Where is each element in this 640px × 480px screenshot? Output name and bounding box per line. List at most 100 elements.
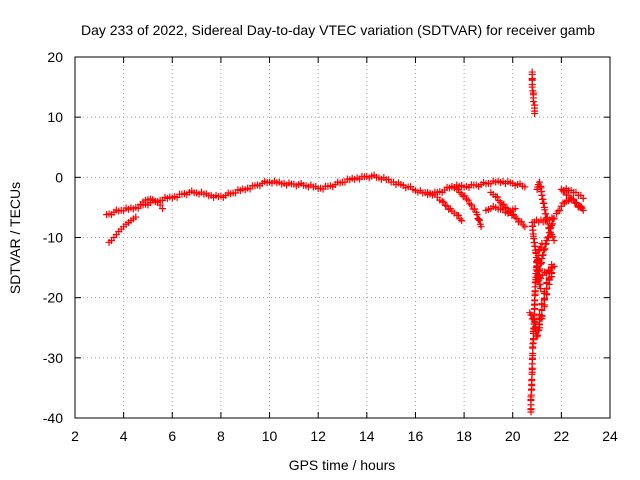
- data-point: [454, 185, 462, 193]
- data-point: [549, 233, 557, 241]
- data-point: [540, 246, 548, 254]
- data-point: [132, 213, 140, 221]
- series: [527, 240, 546, 416]
- y-tick-label: -10: [43, 230, 63, 246]
- data-point: [531, 110, 539, 118]
- data-point: [518, 218, 526, 226]
- data-point: [445, 205, 453, 213]
- data-point: [566, 195, 574, 203]
- data-point: [554, 207, 562, 215]
- x-tick-label: 2: [71, 428, 79, 444]
- x-tick-label: 10: [262, 428, 278, 444]
- y-tick-label: -40: [43, 410, 63, 426]
- series: [528, 68, 539, 118]
- data-point: [474, 215, 482, 223]
- x-tick-label: 20: [505, 428, 521, 444]
- data-point: [556, 206, 564, 214]
- data-point: [475, 216, 483, 224]
- data-point: [540, 246, 548, 254]
- data-point: [561, 199, 569, 207]
- data-point: [539, 252, 547, 260]
- data-point: [574, 203, 582, 211]
- y-tick-label: -30: [43, 350, 63, 366]
- series: [526, 214, 558, 341]
- data-point: [438, 197, 446, 205]
- series: [533, 178, 558, 245]
- x-tick-label: 8: [217, 428, 225, 444]
- x-tick-label: 18: [456, 428, 472, 444]
- data-point: [467, 201, 475, 209]
- x-tick-label: 14: [359, 428, 375, 444]
- data-point: [461, 192, 469, 200]
- data-point: [475, 215, 483, 223]
- data-point: [535, 178, 543, 186]
- data-point: [542, 240, 550, 248]
- data-point: [550, 237, 558, 245]
- data-point: [511, 213, 519, 221]
- data-point: [543, 215, 551, 223]
- data-point: [538, 255, 546, 263]
- data-point: [441, 201, 449, 209]
- series: [448, 182, 485, 231]
- y-tick-label: -20: [43, 290, 63, 306]
- data-point: [529, 98, 537, 106]
- data-point: [463, 195, 471, 203]
- data-point: [464, 196, 472, 204]
- data-point: [545, 224, 553, 232]
- series: [482, 202, 519, 217]
- data-point: [527, 311, 535, 319]
- chart-title: Day 233 of 2022, Sidereal Day-to-day VTE…: [81, 22, 595, 38]
- data-point: [533, 333, 541, 341]
- data-marks: [103, 68, 587, 416]
- data-point: [440, 198, 448, 206]
- series: [553, 185, 587, 217]
- data-point: [542, 240, 550, 248]
- data-point: [544, 234, 552, 242]
- data-point: [557, 202, 565, 210]
- data-point: [519, 221, 527, 229]
- y-tick-labels: 20 10 0 -10 -20 -30 -40: [43, 49, 63, 426]
- data-point: [458, 217, 466, 225]
- data-point: [579, 194, 587, 202]
- x-tick-labels: 2 4 6 8 10 12 14 16 18 20 22 24: [71, 428, 618, 444]
- data-point: [562, 191, 570, 199]
- x-tick-label: 4: [120, 428, 128, 444]
- y-axis-label: SDTVAR / TECUs: [7, 182, 23, 294]
- data-point: [571, 199, 579, 207]
- data-point: [535, 276, 543, 284]
- x-tick-label: 24: [602, 428, 618, 444]
- data-point: [159, 205, 167, 213]
- data-point: [521, 223, 529, 231]
- data-point: [549, 215, 557, 223]
- data-point: [529, 315, 537, 323]
- x-tick-label: 16: [408, 428, 424, 444]
- data-point: [454, 211, 462, 219]
- x-tick-label: 12: [310, 428, 326, 444]
- series: [424, 188, 466, 225]
- grid: [75, 57, 610, 418]
- data-point: [545, 224, 553, 232]
- axis-ticks: [74, 56, 611, 419]
- x-axis-label: GPS time / hours: [289, 457, 396, 473]
- x-tick-label: 22: [554, 428, 570, 444]
- data-point: [528, 83, 536, 91]
- data-point: [456, 215, 464, 223]
- data-point: [536, 280, 544, 288]
- data-point: [473, 211, 481, 219]
- y-tick-label: 0: [55, 169, 63, 185]
- series: [487, 188, 529, 231]
- data-point: [508, 211, 516, 219]
- data-point: [156, 201, 164, 209]
- data-point: [534, 331, 542, 339]
- data-point: [500, 200, 508, 208]
- data-point: [471, 205, 479, 213]
- y-tick-label: 20: [47, 49, 63, 65]
- data-point: [544, 220, 552, 228]
- data-point: [511, 205, 519, 213]
- data-point: [493, 193, 501, 201]
- data-point: [456, 189, 464, 197]
- data-point: [477, 223, 485, 231]
- data-point: [513, 215, 521, 223]
- data-point: [537, 285, 545, 293]
